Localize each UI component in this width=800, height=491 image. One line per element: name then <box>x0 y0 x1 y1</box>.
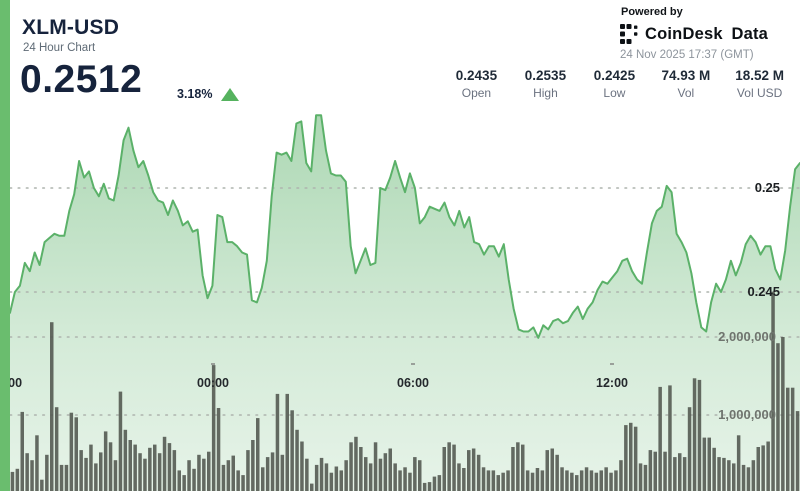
volume-axis-label: 2,000,000 <box>718 329 776 344</box>
stat-open-value: 0.2435 <box>455 68 498 83</box>
stat-high-value: 0.2535 <box>524 68 567 83</box>
stat-vol-usd-value: 18.52 M <box>735 68 784 83</box>
stat-low: 0.2425 Low <box>592 68 636 100</box>
stat-vol: 74.93 M Vol <box>661 68 710 100</box>
last-price: 0.2512 <box>20 58 143 101</box>
price-axis-label: 0.245 <box>747 284 780 299</box>
page-title: XLM-USD <box>22 16 120 39</box>
chart-svg[interactable] <box>9 100 800 491</box>
price-axis-label: 0.25 <box>754 180 780 195</box>
chart-subtitle: 24 Hour Chart <box>23 42 96 54</box>
coindesk-data-logo[interactable]: CoinDesk Data <box>620 24 788 44</box>
stat-vol-usd-label: Vol USD <box>736 86 783 100</box>
stat-high-label: High <box>533 86 558 100</box>
stat-low-label: Low <box>603 86 626 100</box>
coindesk-logo-icon <box>620 24 638 44</box>
brand-name: CoinDesk Data <box>645 24 769 43</box>
stat-high: 0.2535 High <box>523 68 567 100</box>
up-triangle-icon <box>221 88 239 101</box>
stat-vol-usd: 18.52 M Vol USD <box>735 68 784 100</box>
stat-vol-value: 74.93 M <box>661 68 711 83</box>
left-accent-strip <box>0 0 10 491</box>
time-axis-label: 12:00 <box>596 376 628 390</box>
stat-open-label: Open <box>461 86 492 100</box>
time-axis-tick <box>610 363 614 365</box>
volume-axis-label: 1,000,000 <box>718 407 776 422</box>
time-axis-label: 00:00 <box>197 376 229 390</box>
branding-block: Powered by CoinDesk Data 24 Nov 2025 17:… <box>620 6 788 61</box>
stat-vol-label: Vol <box>677 86 695 100</box>
time-axis-label: 06:00 <box>397 376 429 390</box>
time-axis-tick <box>411 363 415 365</box>
stat-low-value: 0.2425 <box>593 68 636 83</box>
price-volume-chart[interactable] <box>9 100 800 491</box>
time-axis-tick <box>211 363 215 365</box>
stat-open: 0.2435 Open <box>454 68 498 100</box>
change-percent: 3.18% <box>177 87 213 101</box>
powered-by-label: Powered by <box>621 6 683 18</box>
chart-timestamp: 24 Nov 2025 17:37 (GMT) <box>620 49 754 61</box>
ohlc-stats-row: 0.2435 Open 0.2535 High 0.2425 Low 74.93… <box>454 68 784 100</box>
